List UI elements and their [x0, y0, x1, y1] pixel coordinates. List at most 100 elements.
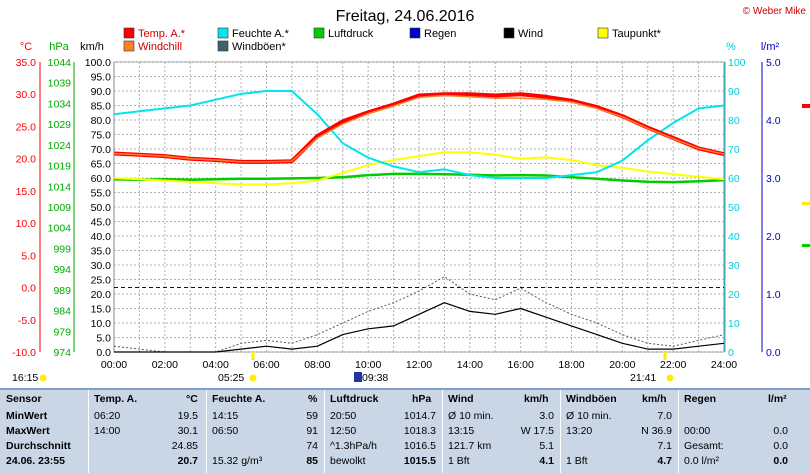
time-tick-label: 02:00	[152, 359, 178, 371]
table-cell-press: 1014.7	[403, 410, 436, 422]
temp-tick-label: -10.0	[12, 347, 36, 359]
wind-tick-label: 50.0	[91, 202, 112, 214]
wind-tick-label: 0.0	[96, 347, 111, 359]
table-cell-gust: N 36.9	[641, 425, 672, 437]
pressure-tick-label: 1024	[48, 140, 72, 152]
table-cell-wind-time: 13:15	[448, 425, 475, 437]
time-tick-label: 16:00	[508, 359, 534, 371]
pressure-tick-label: 989	[53, 285, 71, 297]
pressure-unit-label: hPa	[49, 41, 69, 53]
table-cell-rain-time: 00:00	[684, 425, 711, 437]
weather-chart: Freitag, 24.06.2016 © Weber Mike Temp. A.*…	[12, 6, 810, 384]
header-rain-unit: l/m²	[768, 393, 787, 405]
wind-tick-label: 55.0	[91, 188, 112, 200]
humidity-tick-label: 40	[728, 231, 740, 243]
table-cell-hum-time: 06:50	[212, 425, 239, 437]
legend-swatch	[313, 27, 325, 39]
table-cell-press-time: 20:50	[330, 410, 357, 422]
pressure-tick-label: 1039	[48, 78, 72, 90]
humidity-tick-label: 80	[728, 115, 740, 127]
time-tick-label: 06:00	[253, 359, 279, 371]
header-sensor: Sensor	[6, 393, 42, 405]
pressure-tick-label: 979	[53, 326, 71, 338]
table-cell-temp-time: 14:00	[94, 425, 121, 437]
wind-tick-label: 90.0	[91, 86, 112, 98]
time-tick-label: 14:00	[457, 359, 483, 371]
table-cell-gust: 7.1	[657, 440, 672, 452]
wind-tick-label: 80.0	[91, 115, 112, 127]
pressure-tick-label: 1034	[48, 98, 72, 110]
wind-tick-label: 25.0	[91, 275, 112, 287]
table-cell-hum: 74	[306, 440, 318, 452]
legend-swatch	[217, 27, 229, 39]
sun-icon	[666, 374, 674, 382]
temp-unit-label: °C	[20, 41, 32, 53]
time-tick-label: 12:00	[406, 359, 432, 371]
humidity-tick-label: 10	[728, 318, 740, 330]
temp-tick-label: 5.0	[21, 250, 36, 262]
rain-tick-label: 5.0	[766, 57, 781, 69]
edge-marker	[802, 202, 810, 205]
table-cell-gust: 7.0	[657, 410, 672, 422]
table-cell-label: MaxWert	[6, 425, 50, 437]
rain-tick-label: 3.0	[766, 173, 781, 185]
legend-label: Windchill	[138, 41, 182, 53]
pressure-tick-label: 1044	[48, 57, 72, 69]
table-cell-temp: 30.1	[177, 425, 198, 437]
legend-label: Regen	[424, 28, 456, 40]
humidity-tick-label: 60	[728, 173, 740, 185]
table-cell-press: 1016.5	[403, 440, 436, 452]
table-cell-rain: 0.0	[773, 455, 788, 467]
table-cell-label: 24.06. 23:55	[6, 455, 65, 467]
series-line-windchill	[113, 94, 725, 163]
table-cell-hum-time: 15.32 g/m³	[212, 455, 263, 467]
wind-tick-label: 45.0	[91, 217, 112, 229]
wind-tick-label: 65.0	[91, 159, 112, 171]
legend-label: Windböen*	[232, 41, 287, 53]
time-tick-label: 22:00	[660, 359, 686, 371]
wind-tick-label: 15.0	[91, 304, 112, 316]
pressure-tick-label: 1014	[48, 181, 72, 193]
series-line-feuchte-a	[113, 90, 725, 179]
legend-swatch	[217, 40, 229, 52]
legend-swatch	[123, 40, 135, 52]
edge-marker	[802, 104, 810, 108]
temp-tick-label: 25.0	[16, 121, 37, 133]
table-cell-hum: 59	[306, 410, 318, 422]
temp-tick-label: 35.0	[16, 57, 37, 69]
rain-tick-label: 0.0	[766, 347, 781, 359]
rain-tick-label: 2.0	[766, 231, 781, 243]
table-cell-rain: 0.0	[773, 440, 788, 452]
table-cell-temp: 24.85	[171, 440, 198, 452]
table-cell-press-time: ^1.3hPa/h	[330, 440, 377, 452]
table-cell-label: MinWert	[6, 410, 48, 422]
copyright-text: © Weber Mike	[743, 6, 807, 17]
pressure-tick-label: 1004	[48, 223, 72, 235]
wind-tick-label: 5.0	[96, 333, 111, 345]
rain-tick-label: 4.0	[766, 115, 781, 127]
humidity-tick-label: 70	[728, 144, 740, 156]
legend-label: Feuchte A.*	[232, 28, 290, 40]
table-cell-rain-time: Gesamt:	[684, 440, 724, 452]
sun-time-label: 09:38	[362, 372, 388, 384]
series-line-taupunkt	[113, 151, 725, 186]
table-cell-temp: 20.7	[177, 455, 198, 467]
table-cell-hum: 91	[306, 425, 318, 437]
table-cell-temp-time: 06:20	[94, 410, 121, 422]
sun-icon	[39, 374, 47, 382]
temp-tick-label: -5.0	[18, 315, 36, 327]
rain-unit-label: l/m²	[761, 41, 780, 53]
temp-tick-label: 15.0	[16, 186, 37, 198]
header-wind-unit: km/h	[524, 393, 549, 405]
humidity-tick-label: 30	[728, 260, 740, 272]
table-cell-hum-time: 14:15	[212, 410, 239, 422]
table-cell-press: 1018.3	[403, 425, 436, 437]
humidity-unit-label: %	[726, 41, 736, 53]
table-cell-rain-time: 0.0 l/m²	[684, 455, 720, 467]
wind-unit-label: km/h	[80, 41, 104, 53]
table-cell-gust: 4.7	[657, 455, 672, 467]
edge-marker	[802, 244, 810, 247]
temp-tick-label: 20.0	[16, 154, 37, 166]
temp-tick-label: 10.0	[16, 218, 37, 230]
legend-label: Luftdruck	[328, 28, 374, 40]
